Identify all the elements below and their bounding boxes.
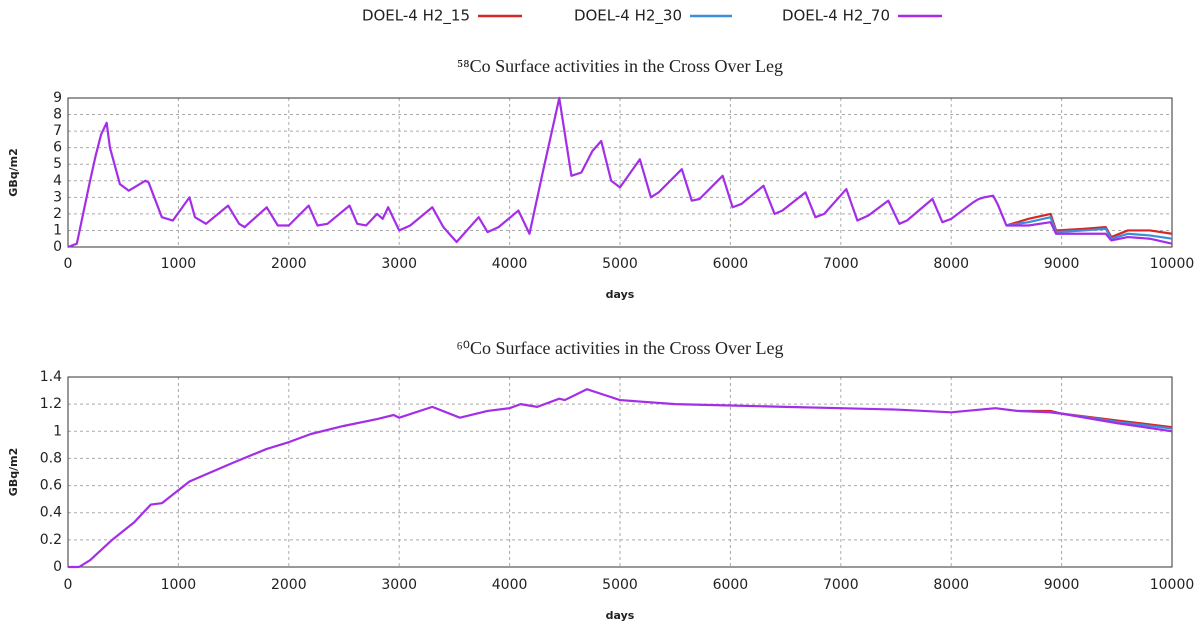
x-tick-label: 7000 (823, 256, 859, 272)
legend-label: DOEL-4 H2_15 (362, 7, 470, 26)
x-tick-label: 10000 (1150, 256, 1195, 272)
series-line (1006, 216, 1173, 240)
x-tick-label: 6000 (713, 256, 749, 272)
y-tick-label: 1 (53, 423, 62, 439)
x-axis-label: days (606, 609, 635, 622)
x-tick-label: 6000 (713, 577, 749, 593)
y-tick-label: 0.2 (40, 532, 62, 548)
y-axis-label: GBq/m2 (7, 148, 20, 196)
y-tick-label: 0.4 (40, 505, 62, 521)
y-tick-label: 4 (53, 173, 62, 189)
x-axis-label: days (606, 288, 635, 301)
y-tick-label: 1.2 (40, 396, 62, 412)
plot-frame (67, 376, 1173, 568)
y-tick-label: 3 (53, 189, 62, 205)
x-tick-label: 0 (64, 577, 73, 593)
x-tick-label: 5000 (602, 577, 638, 593)
y-tick-label: 9 (53, 90, 62, 106)
x-tick-label: 1000 (161, 256, 197, 272)
y-tick-label: 2 (53, 206, 62, 222)
x-tick-label: 3000 (381, 256, 417, 272)
chart-title: ⁶⁰Co Surface activities in the Cross Ove… (457, 338, 784, 358)
y-tick-label: 0 (53, 239, 62, 255)
y-tick-label: 7 (53, 123, 62, 139)
series-line (1006, 212, 1173, 239)
y-tick-label: 5 (53, 156, 62, 172)
x-tick-label: 3000 (381, 577, 417, 593)
y-tick-label: 1.4 (40, 369, 62, 385)
x-tick-label: 5000 (602, 256, 638, 272)
series-line (68, 388, 1173, 569)
x-tick-label: 7000 (823, 577, 859, 593)
y-tick-label: 0.6 (40, 478, 62, 494)
legend-label: DOEL-4 H2_30 (574, 7, 682, 26)
y-tick-label: 6 (53, 140, 62, 156)
x-tick-label: 4000 (492, 256, 528, 272)
x-tick-label: 0 (64, 256, 73, 272)
x-tick-label: 8000 (933, 256, 969, 272)
legend-label: DOEL-4 H2_70 (782, 7, 890, 26)
x-tick-label: 8000 (933, 577, 969, 593)
x-tick-label: 4000 (492, 577, 528, 593)
x-tick-label: 9000 (1044, 256, 1080, 272)
y-axis-label: GBq/m2 (7, 448, 20, 496)
y-tick-label: 8 (53, 107, 62, 123)
chart-title: ⁵⁸Co Surface activities in the Cross Ove… (457, 56, 783, 76)
x-tick-label: 1000 (161, 577, 197, 593)
series-line (67, 96, 1173, 249)
plot-frame (67, 97, 1173, 248)
x-tick-label: 2000 (271, 256, 307, 272)
y-tick-label: 0.8 (40, 450, 62, 466)
x-tick-label: 2000 (271, 577, 307, 593)
x-tick-label: 9000 (1044, 577, 1080, 593)
y-tick-label: 1 (53, 222, 62, 238)
y-tick-label: 0 (53, 559, 62, 575)
x-tick-label: 10000 (1150, 577, 1195, 593)
